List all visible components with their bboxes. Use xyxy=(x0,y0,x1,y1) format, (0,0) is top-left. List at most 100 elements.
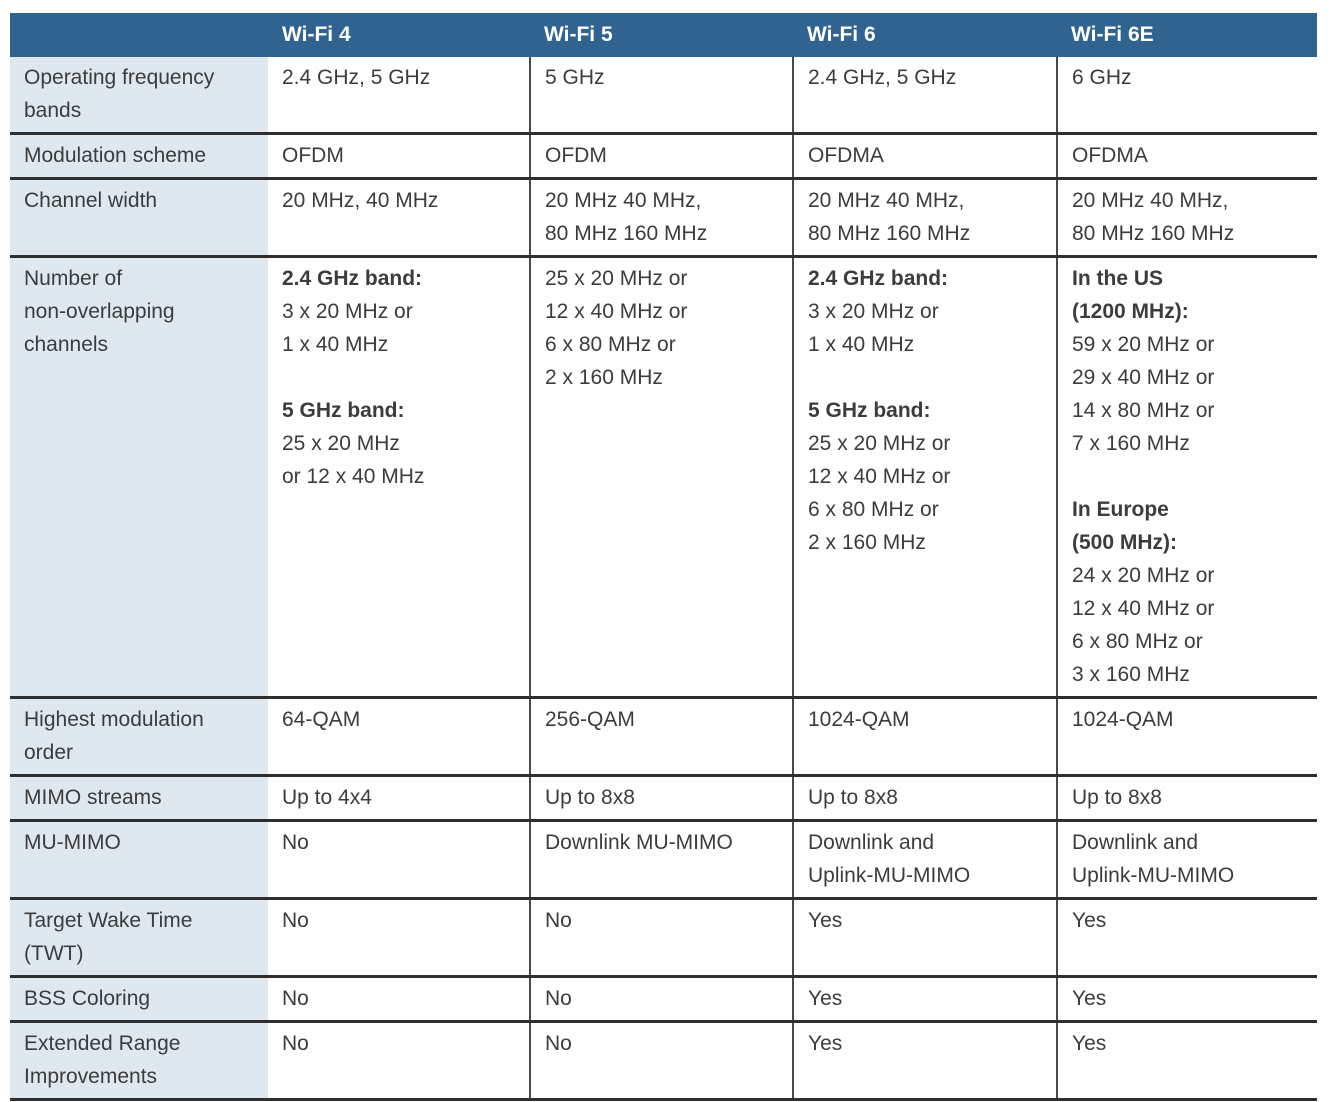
wifi-comparison-table: Wi-Fi 4 Wi-Fi 5 Wi-Fi 6 Wi-Fi 6E Operating … xyxy=(10,13,1317,1101)
cell-line: 3 x 20 MHz or xyxy=(282,300,413,323)
row-label: Operating frequency bands xyxy=(10,57,268,134)
cell-line: 5 GHz xyxy=(545,66,605,89)
row-label-text: Channel width xyxy=(24,189,158,212)
cell-line: 20 MHz 40 MHz, xyxy=(545,189,702,212)
cell-line: Downlink and xyxy=(1072,831,1199,854)
cell-line: 20 MHz 40 MHz, xyxy=(1072,189,1229,212)
cell-line: OFDMA xyxy=(808,144,884,167)
row-label: MIMO streams xyxy=(10,775,268,821)
cell-wi-fi-6: Downlink and Uplink-MU-MIMO xyxy=(792,820,1057,899)
cell-wi-fi-5: 256-QAM xyxy=(529,697,793,776)
cell-wi-fi-6e: Downlink and Uplink-MU-MIMO xyxy=(1056,820,1317,899)
cell-line-bold: 2.4 GHz band: xyxy=(282,267,423,290)
cell-line xyxy=(808,361,1048,394)
cell-wi-fi-4: No xyxy=(268,899,530,977)
cell-line: 29 x 40 MHz or xyxy=(1072,366,1215,389)
table-row-operating-frequency: Operating frequency bands 2.4 GHz, 5 GHz 5… xyxy=(10,57,1317,134)
cell-wi-fi-6: 20 MHz 40 MHz, 80 MHz 160 MHz xyxy=(792,178,1057,257)
cell-wi-fi-4: 64-QAM xyxy=(268,698,530,776)
cell-line: 6 x 80 MHz or xyxy=(545,333,676,356)
cell-line: 12 x 40 MHz or xyxy=(808,465,951,488)
column-header-wi-fi-6: Wi-Fi 6 xyxy=(793,13,1057,57)
cell-wi-fi-6e: Yes xyxy=(1056,898,1317,977)
cell-line: Yes xyxy=(1072,987,1107,1010)
cell-wi-fi-6e: 20 MHz 40 MHz, 80 MHz 160 MHz xyxy=(1056,178,1317,257)
cell-line: 80 MHz 160 MHz xyxy=(1072,222,1235,245)
cell-line: 80 MHz 160 MHz xyxy=(808,222,971,245)
row-label-text: Number of non-overlapping channels xyxy=(24,267,175,356)
cell-line xyxy=(282,361,521,394)
cell-wi-fi-6: 1024-QAM xyxy=(792,697,1057,776)
cell-line: 6 x 80 MHz or xyxy=(1072,630,1203,653)
cell-wi-fi-5: No xyxy=(529,976,793,1022)
table-row-mu-mimo: MU-MIMO No Downlink MU-MIMO Downlink and Upl… xyxy=(10,820,1317,899)
cell-wi-fi-5: Up to 8x8 xyxy=(529,775,793,821)
table-header-row: Wi-Fi 4 Wi-Fi 5 Wi-Fi 6 Wi-Fi 6E xyxy=(10,13,1317,57)
cell-line: OFDM xyxy=(282,144,344,167)
row-label: MU-MIMO xyxy=(10,820,268,899)
row-label: Number of non-overlapping channels xyxy=(10,256,268,698)
cell-wi-fi-5: No xyxy=(529,1021,793,1100)
row-label-text: Modulation scheme xyxy=(24,144,207,167)
cell-wi-fi-4: 20 MHz, 40 MHz xyxy=(268,179,530,257)
cell-line: No xyxy=(545,987,572,1010)
cell-wi-fi-6: 2.4 GHz, 5 GHz xyxy=(792,57,1057,134)
cell-line: No xyxy=(282,831,309,854)
cell-line: 25 x 20 MHz or xyxy=(545,267,688,290)
cell-wi-fi-5: 5 GHz xyxy=(529,57,793,134)
cell-line: 6 x 80 MHz or xyxy=(808,498,939,521)
cell-wi-fi-6e: Up to 8x8 xyxy=(1056,775,1317,821)
table-row-target-wake-time: Target Wake Time (TWT) No No Yes Yes xyxy=(10,898,1317,977)
cell-wi-fi-5: 25 x 20 MHz or 12 x 40 MHz or 6 x 80 MHz o… xyxy=(529,256,793,698)
cell-wi-fi-4: No xyxy=(268,821,530,899)
cell-line-bold: 5 GHz band: xyxy=(808,399,931,422)
cell-wi-fi-6e: 6 GHz xyxy=(1056,57,1317,134)
cell-line: 2.4 GHz, 5 GHz xyxy=(808,66,957,89)
cell-line-bold: In Europe xyxy=(1072,498,1169,521)
cell-wi-fi-6: Yes xyxy=(792,976,1057,1022)
cell-line: 2 x 160 MHz xyxy=(545,366,663,389)
cell-line xyxy=(1072,460,1309,493)
cell-line: Up to 4x4 xyxy=(282,786,372,809)
cell-line-bold: (500 MHz): xyxy=(1072,531,1178,554)
cell-wi-fi-6: Yes xyxy=(792,1021,1057,1100)
row-label-text: Target Wake Time (TWT) xyxy=(24,909,193,965)
cell-line: Downlink MU-MIMO xyxy=(545,831,733,854)
row-label: Channel width xyxy=(10,178,268,257)
row-label: Highest modulation order xyxy=(10,697,268,776)
table-row-channel-width: Channel width 20 MHz, 40 MHz 20 MHz 40 MHz… xyxy=(10,178,1317,257)
cell-line: Yes xyxy=(808,1032,843,1055)
cell-line-bold: (1200 MHz): xyxy=(1072,300,1189,323)
cell-wi-fi-4: 2.4 GHz band: 3 x 20 MHz or 1 x 40 MHz 5 GH… xyxy=(268,257,530,698)
cell-line: 3 x 160 MHz xyxy=(1072,663,1190,686)
cell-wi-fi-6e: Yes xyxy=(1056,976,1317,1022)
row-label-text: Highest modulation order xyxy=(24,708,204,764)
cell-line: No xyxy=(282,987,309,1010)
cell-wi-fi-4: Up to 4x4 xyxy=(268,776,530,821)
table-row-extended-range: Extended Range Improvements No No Yes Yes xyxy=(10,1021,1317,1100)
cell-line: 1024-QAM xyxy=(808,708,910,731)
cell-line: 12 x 40 MHz or xyxy=(545,300,688,323)
cell-line: 14 x 80 MHz or xyxy=(1072,399,1215,422)
cell-line: Up to 8x8 xyxy=(1072,786,1162,809)
cell-wi-fi-5: 20 MHz 40 MHz, 80 MHz 160 MHz xyxy=(529,178,793,257)
cell-line: No xyxy=(545,1032,572,1055)
cell-wi-fi-6e: 1024-QAM xyxy=(1056,697,1317,776)
cell-line: 80 MHz 160 MHz xyxy=(545,222,708,245)
cell-wi-fi-4: No xyxy=(268,1022,530,1100)
cell-wi-fi-6e: Yes xyxy=(1056,1021,1317,1100)
cell-line: Yes xyxy=(808,909,843,932)
cell-wi-fi-6e: OFDMA xyxy=(1056,133,1317,179)
table-row-mimo-streams: MIMO streams Up to 4x4 Up to 8x8 Up to 8x8 U… xyxy=(10,775,1317,821)
row-label: BSS Coloring xyxy=(10,976,268,1022)
cell-line: Uplink-MU-MIMO xyxy=(1072,864,1235,887)
cell-wi-fi-5: OFDM xyxy=(529,133,793,179)
cell-line: No xyxy=(545,909,572,932)
cell-line: Yes xyxy=(808,987,843,1010)
cell-line: 24 x 20 MHz or xyxy=(1072,564,1215,587)
cell-line: 1024-QAM xyxy=(1072,708,1174,731)
cell-line: No xyxy=(282,1032,309,1055)
cell-line: Yes xyxy=(1072,909,1107,932)
cell-line: 64-QAM xyxy=(282,708,361,731)
